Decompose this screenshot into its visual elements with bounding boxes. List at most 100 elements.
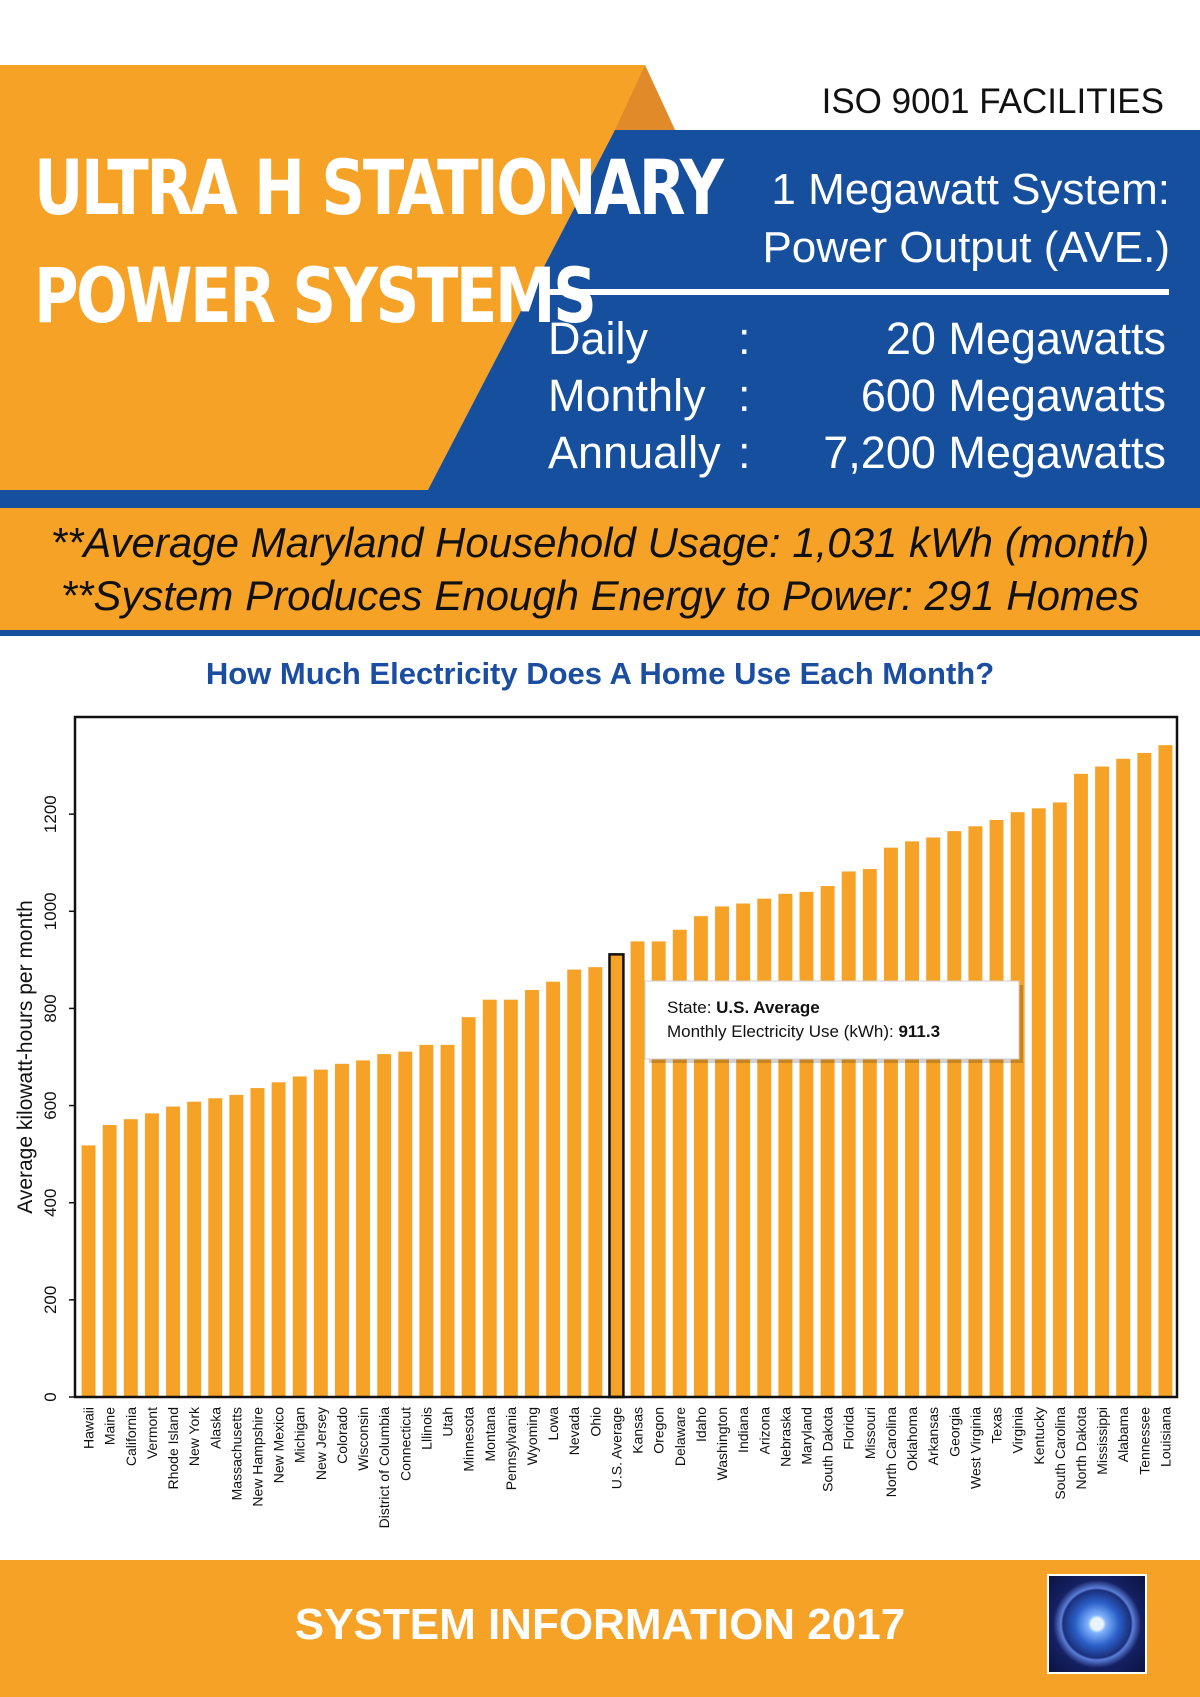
bar-kentucky (1031, 808, 1046, 1397)
tooltip-box (644, 980, 1020, 1060)
output-value: 7,200 Megawatts (823, 427, 1166, 478)
x-tick-label: Montana (482, 1407, 498, 1462)
x-tick-label: Alabama (1115, 1407, 1131, 1462)
footer-title: SYSTEM INFORMATION 2017 (294, 1600, 906, 1649)
output-row-monthly: Monthly : 600 Megawatts (548, 369, 1166, 423)
x-tick-label: Minnesota (461, 1407, 477, 1472)
title-line-1: ULTRA H STATIONARY (34, 143, 724, 232)
x-tick-label: Indiana (735, 1407, 751, 1453)
x-tick-label: Idaho (693, 1407, 709, 1442)
header-divider-line (548, 289, 1169, 295)
note-household-usage: **Average Maryland Household Usage: 1,03… (50, 519, 1150, 566)
bar-virginia (1010, 812, 1025, 1397)
bar-florida (841, 871, 856, 1397)
bar-south-dakota (820, 886, 835, 1397)
y-tick-label: 0 (41, 1392, 60, 1401)
x-tick-label: Oklahoma (904, 1407, 920, 1471)
bar-missouri (862, 869, 877, 1397)
bar-oklahoma (905, 841, 920, 1397)
bar-maryland (799, 891, 814, 1397)
chart-title: How Much Electricity Does A Home Use Eac… (205, 656, 995, 691)
bar-nebraska (778, 893, 793, 1397)
output-separator: : (738, 370, 751, 421)
tooltip-use-line: Monthly Electricity Use (kWh): 911.3 (667, 1022, 940, 1041)
tooltip-state-value: U.S. Average (716, 998, 820, 1017)
bar-rhode-island (166, 1106, 180, 1397)
x-tick-label: Nevada (566, 1407, 582, 1455)
tooltip-state-label: State: (667, 998, 716, 1017)
bar-new-york (187, 1101, 202, 1397)
x-tick-label: Tennessee (1136, 1407, 1152, 1475)
output-value: 20 Megawatts (885, 313, 1166, 364)
output-label: Daily (548, 313, 649, 364)
y-tick-label: 800 (41, 994, 60, 1022)
bar-u-s-average (608, 953, 625, 1399)
tooltip-use-label: Monthly Electricity Use (kWh): (667, 1022, 898, 1041)
bar-tennessee (1137, 752, 1152, 1397)
bar-vermont (144, 1113, 159, 1397)
x-tick-label: Maryland (798, 1407, 814, 1465)
bar-connecticut (398, 1051, 413, 1397)
x-tick-label: Mississippi (1094, 1407, 1110, 1475)
x-tick-label: Kansas (630, 1407, 646, 1454)
bar-washington (715, 906, 729, 1397)
bar-south-carolina (1052, 802, 1067, 1397)
y-tick-label: 1000 (41, 892, 60, 930)
x-tick-label: Wisconsin (355, 1407, 371, 1471)
x-tick-label: Hawaii (81, 1407, 97, 1449)
bar-montana (482, 999, 497, 1397)
x-tick-label: Lllinois (418, 1407, 434, 1450)
output-value: 600 Megawatts (860, 370, 1166, 421)
bar-utah (440, 1044, 455, 1397)
x-tick-label: Louisiana (1157, 1407, 1173, 1467)
y-tick-label: 200 (41, 1286, 60, 1314)
x-tick-label: Massachusetts (228, 1407, 244, 1500)
bar-minnesota (461, 1017, 476, 1397)
x-tick-label: North Carolina (883, 1407, 899, 1497)
x-tick-label: Arizona (756, 1407, 772, 1455)
x-tick-label: New York (186, 1406, 202, 1466)
y-tick-label: 400 (41, 1189, 60, 1217)
bar-new-mexico (271, 1082, 286, 1397)
x-tick-label: Lowa (545, 1407, 561, 1441)
header-dark-orange-triangle (615, 65, 675, 130)
bar-wyoming (525, 989, 539, 1397)
x-tick-label: Michigan (292, 1407, 308, 1463)
x-tick-label: Georgia (946, 1407, 962, 1457)
bar-new-jersey (313, 1069, 328, 1397)
bar-ohio (588, 967, 603, 1397)
bar-maine (102, 1125, 117, 1397)
output-separator: : (738, 427, 751, 478)
bar-wisconsin (356, 1060, 371, 1397)
note-homes-powered: **System Produces Enough Energy to Power… (60, 572, 1140, 619)
x-tick-label: Delaware (672, 1407, 688, 1466)
bar-new-hampshire (250, 1088, 265, 1397)
system-title-line-2: Power Output (AVE.) (762, 223, 1170, 272)
x-tick-label: Wyoming (524, 1407, 540, 1465)
bar-lowa (546, 981, 561, 1397)
bar-colorado (334, 1063, 349, 1397)
bar-north-carolina (883, 847, 898, 1397)
output-row-daily: Daily : 20 Megawatts (548, 312, 1166, 366)
x-tick-label: South Carolina (1052, 1407, 1068, 1500)
x-tick-label: Rhode Island (165, 1407, 181, 1490)
x-tick-label: North Dakota (1073, 1407, 1089, 1490)
bar-lllinois (419, 1044, 434, 1397)
x-tick-label: Virginia (1010, 1407, 1026, 1454)
x-tick-label: West Virginia (967, 1407, 983, 1489)
bar-alabama (1116, 758, 1131, 1397)
notes-bottom-rule (0, 630, 1200, 636)
x-tick-label: U.S. Average (608, 1407, 624, 1489)
x-tick-label: Connecticut (397, 1407, 413, 1481)
bar-georgia (947, 831, 962, 1397)
x-tick-label: California (123, 1407, 139, 1466)
y-tick-label: 600 (41, 1091, 60, 1119)
output-label: Monthly (548, 370, 706, 421)
x-tick-label: Vermont (144, 1407, 160, 1459)
company-logo (1047, 1574, 1147, 1674)
x-tick-label: Oregon (651, 1407, 667, 1454)
system-title-line-1: 1 Megawatt System: (771, 165, 1170, 214)
x-tick-label: New Hampshire (249, 1407, 265, 1507)
bar-arizona (757, 898, 772, 1397)
x-tick-label: District of Columbia (376, 1407, 392, 1529)
